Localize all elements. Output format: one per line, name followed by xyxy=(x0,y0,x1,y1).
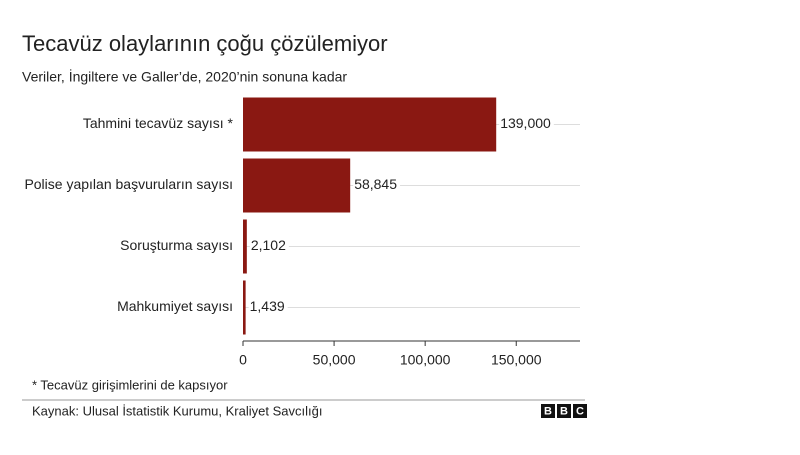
footnote: * Tecavüz girişimlerini de kapsıyor xyxy=(32,377,228,392)
x-tick-label: 100,000 xyxy=(400,352,451,368)
chart-subtitle: Veriler, İngiltere ve Galler’de, 2020’ni… xyxy=(22,68,347,85)
chart-title: Tecavüz olaylarının çoğu çözülemiyor xyxy=(22,31,388,56)
value-label-bg xyxy=(248,297,288,318)
value-label-bg xyxy=(353,175,401,196)
bar xyxy=(243,97,497,152)
logo-box xyxy=(573,404,587,418)
bar xyxy=(243,158,351,213)
source: Kaynak: Ulusal İstatistik Kurumu, Kraliy… xyxy=(32,403,322,418)
logo-box xyxy=(557,404,571,418)
value-label-bg xyxy=(499,114,554,135)
x-tick-label: 0 xyxy=(239,352,247,368)
x-tick-label: 150,000 xyxy=(491,352,542,368)
logo-letter: B xyxy=(544,405,552,417)
logo-box xyxy=(541,404,555,418)
bar xyxy=(243,280,246,335)
y-tick-label: Tahmini tecavüz sayısı * xyxy=(83,115,234,131)
value-label: 58,845 xyxy=(354,176,397,192)
y-tick-label: Mahkumiyet sayısı xyxy=(117,298,233,314)
value-label: 1,439 xyxy=(250,298,285,314)
value-label-bg xyxy=(249,236,289,257)
y-tick-label: Polise yapılan başvuruların sayısı xyxy=(24,176,233,192)
logo-letter: C xyxy=(576,405,584,417)
bar xyxy=(243,219,247,274)
y-tick-label: Soruşturma sayısı xyxy=(120,237,233,253)
value-label: 2,102 xyxy=(251,237,286,253)
value-label: 139,000 xyxy=(500,115,551,131)
x-tick-label: 50,000 xyxy=(313,352,356,368)
logo-letter: B xyxy=(560,405,568,417)
